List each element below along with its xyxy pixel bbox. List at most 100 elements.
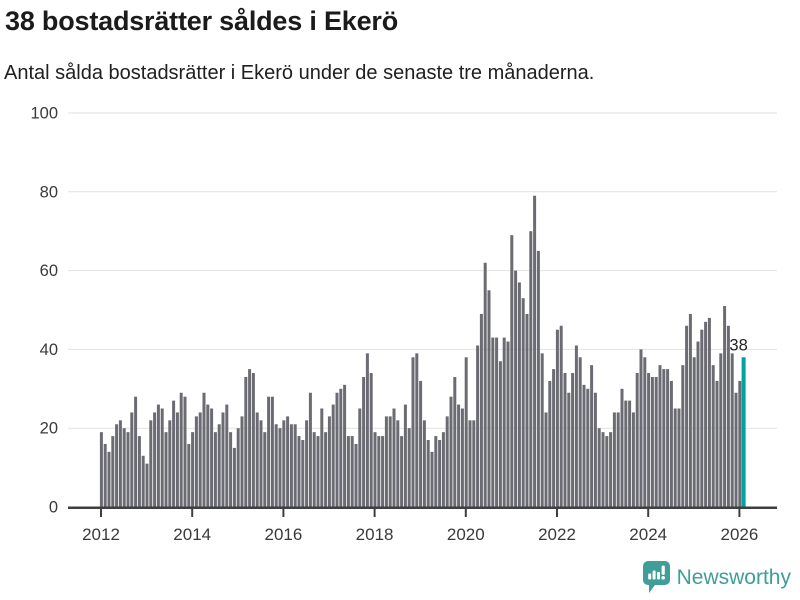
bar — [156, 404, 160, 507]
brand-name: Newsworthy — [676, 565, 791, 589]
bar — [483, 262, 487, 507]
bar — [479, 313, 483, 507]
x-axis-tick-label: 2026 — [720, 525, 758, 544]
bar — [677, 408, 681, 507]
bar — [601, 432, 605, 507]
bar — [187, 443, 191, 507]
mini-bar-1 — [647, 573, 651, 580]
bar — [175, 412, 179, 507]
bar — [122, 428, 126, 507]
bar — [597, 428, 601, 507]
bar — [305, 420, 309, 507]
bar — [103, 443, 107, 507]
bar — [650, 376, 654, 507]
bar — [168, 420, 172, 507]
bar — [506, 341, 510, 507]
bar — [400, 436, 404, 507]
bar — [373, 432, 377, 507]
bar — [559, 325, 563, 507]
bar — [270, 396, 274, 507]
bar — [658, 365, 662, 507]
bar — [350, 436, 354, 507]
speech-bubble-shape — [642, 561, 670, 593]
bar — [141, 455, 145, 507]
bar — [419, 380, 423, 507]
bar — [248, 369, 252, 507]
bar — [137, 436, 141, 507]
bar — [692, 357, 696, 507]
bar — [734, 392, 738, 507]
bar — [449, 396, 453, 507]
bar — [666, 369, 670, 507]
bar — [647, 373, 651, 507]
bar — [126, 432, 130, 507]
bar — [726, 325, 730, 507]
bar — [210, 408, 214, 507]
bar — [700, 329, 704, 507]
bar — [555, 329, 559, 507]
bar — [586, 388, 590, 507]
bar — [730, 353, 734, 507]
exclamation-stem — [661, 565, 665, 575]
bar — [179, 392, 183, 507]
bar — [255, 412, 259, 507]
bar — [289, 424, 293, 507]
bar — [308, 392, 312, 507]
bar — [377, 436, 381, 507]
mini-bar-2 — [652, 570, 656, 580]
bar — [624, 400, 628, 507]
bar — [388, 416, 392, 507]
bar — [297, 436, 301, 507]
bar — [498, 361, 502, 507]
bar — [411, 357, 415, 507]
mini-bar-3 — [656, 572, 660, 580]
bar — [605, 436, 609, 507]
exclamation-dot — [661, 576, 665, 580]
bar — [415, 353, 419, 507]
bar — [552, 369, 556, 507]
bar — [685, 325, 689, 507]
bar — [521, 298, 525, 507]
bar — [172, 400, 176, 507]
bar — [240, 416, 244, 507]
bar — [339, 388, 343, 507]
bar — [510, 235, 514, 507]
bar — [384, 416, 388, 507]
chart-subtitle: Antal sålda bostadsrätter i Ekerö under … — [4, 62, 595, 84]
bar — [738, 380, 742, 507]
bar — [153, 412, 157, 507]
bar — [514, 270, 518, 507]
bar — [221, 412, 225, 507]
last-value-label: 38 — [729, 336, 747, 354]
bar — [183, 396, 187, 507]
bar — [107, 451, 111, 507]
bar — [563, 373, 567, 507]
bar — [282, 420, 286, 507]
bar — [217, 424, 221, 507]
bar — [453, 376, 457, 507]
y-axis-tick-label: 80 — [40, 183, 58, 201]
bar — [244, 376, 248, 507]
bar — [445, 416, 449, 507]
bar — [145, 463, 149, 507]
bar — [259, 420, 263, 507]
bar — [232, 447, 236, 507]
bar — [392, 408, 396, 507]
bar — [293, 424, 297, 507]
bar — [673, 408, 677, 507]
bar — [688, 313, 692, 507]
bar — [320, 408, 324, 507]
bar — [468, 420, 472, 507]
bar — [707, 317, 711, 507]
bar — [111, 436, 115, 507]
bar — [301, 440, 305, 507]
bar — [324, 432, 328, 507]
bar — [430, 451, 434, 507]
bar — [612, 412, 616, 507]
highlight-bar — [741, 357, 746, 507]
bar — [134, 396, 138, 507]
bar — [118, 420, 122, 507]
bar — [422, 420, 426, 507]
bar — [654, 376, 658, 507]
